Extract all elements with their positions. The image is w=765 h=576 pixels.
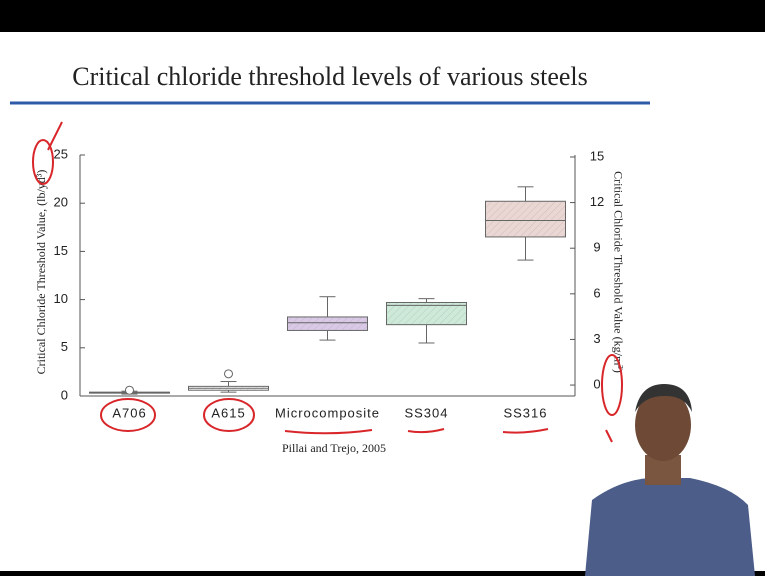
y2-axis-title: Critical Chloride Threshold Value (kg/m³… bbox=[611, 171, 625, 373]
box-hatch bbox=[288, 317, 368, 330]
y2-tick-label: 3 bbox=[593, 331, 600, 346]
handwritten-annotations bbox=[33, 122, 622, 442]
page: Critical chloride threshold levels of va… bbox=[0, 0, 765, 576]
x-tick-label: A615 bbox=[211, 405, 245, 420]
box-hatch bbox=[486, 201, 566, 237]
y-tick-label: 20 bbox=[54, 195, 68, 210]
y2-tick-label: 9 bbox=[593, 240, 600, 255]
y-tick-label: 10 bbox=[54, 291, 68, 306]
y-tick-label: 25 bbox=[54, 146, 68, 161]
x-tick-label: SS316 bbox=[503, 405, 547, 420]
outlier bbox=[126, 386, 134, 394]
x-tick-label: SS304 bbox=[404, 405, 448, 420]
y2-tick-label: 6 bbox=[593, 285, 600, 300]
y2-tick-label: 15 bbox=[590, 148, 604, 163]
y2-tick-label: 12 bbox=[590, 194, 604, 209]
outlier bbox=[225, 370, 233, 378]
y-tick-label: 5 bbox=[61, 339, 68, 354]
slide-title: Critical chloride threshold levels of va… bbox=[72, 62, 588, 91]
x-tick-label: A706 bbox=[112, 405, 146, 420]
y-tick-label: 0 bbox=[61, 387, 68, 402]
presenter bbox=[585, 384, 755, 576]
y2-tick-label: 0 bbox=[593, 376, 600, 391]
x-tick-label: Microcomposite bbox=[275, 405, 380, 420]
y-axis-title: Critical Chloride Threshold Value, (lb/y… bbox=[34, 170, 48, 375]
y-tick-label: 15 bbox=[54, 243, 68, 258]
caption: Pillai and Trejo, 2005 bbox=[282, 441, 386, 455]
top-bar bbox=[0, 0, 765, 32]
slide: Critical chloride threshold levels of va… bbox=[0, 0, 765, 576]
